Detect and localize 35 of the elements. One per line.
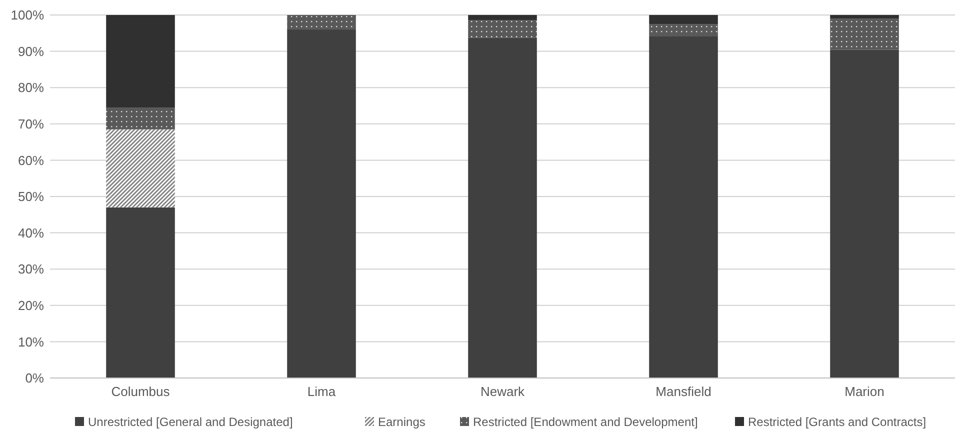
y-tick-label: 50% [18, 189, 44, 204]
bar [649, 15, 718, 24]
y-tick-label: 90% [18, 44, 44, 59]
bar [830, 18, 899, 50]
bar [830, 50, 899, 378]
bar [106, 15, 175, 108]
bar [106, 207, 175, 378]
y-tick-label: 80% [18, 80, 44, 96]
bar [287, 15, 356, 30]
bar [287, 30, 356, 378]
y-tick-label: 60% [18, 152, 44, 168]
x-tick-label: Marion [844, 384, 884, 399]
legend-label: Unrestricted [General and Designated] [88, 415, 293, 429]
y-tick-label: 70% [18, 116, 44, 132]
y-tick-label: 20% [18, 298, 44, 313]
y-tick-label: 30% [18, 262, 44, 277]
bar [830, 15, 899, 19]
bar [468, 15, 537, 20]
y-tick-label: 40% [18, 225, 44, 240]
legend-label: Earnings [378, 415, 426, 429]
x-tick-label: Columbus [111, 384, 170, 399]
legend-label: Restricted [Endowment and Development] [473, 415, 698, 429]
legend-label: Restricted [Grants and Contracts] [748, 415, 926, 429]
bar [649, 36, 718, 378]
bar [106, 129, 175, 208]
x-tick-label: Mansfield [656, 384, 712, 399]
x-tick-label: Lima [307, 384, 336, 399]
bar [649, 24, 718, 36]
bar [106, 108, 175, 130]
y-tick-label: 10% [18, 334, 44, 350]
y-tick-label: 0% [25, 370, 44, 386]
y-tick-label: 100% [10, 8, 44, 23]
bar [468, 20, 537, 38]
bar [468, 38, 537, 378]
x-tick-label: Newark [480, 384, 526, 399]
